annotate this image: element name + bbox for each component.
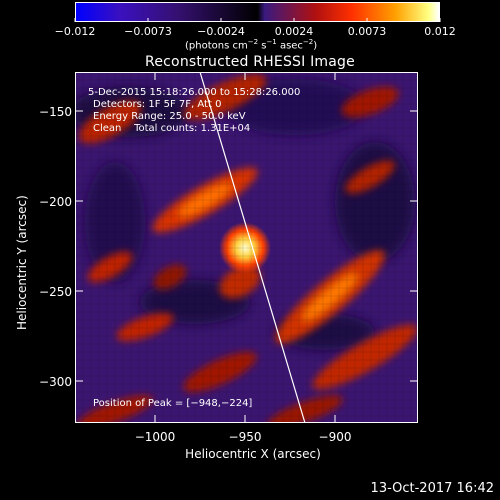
colorbar-tick-label: 0.0024 (274, 25, 314, 38)
colorbar-tick-label: 0.0073 (347, 25, 387, 38)
rhessi-image (75, 72, 418, 423)
info-detectors: Detectors: 1F 5F 7F, Att 0 (93, 99, 222, 110)
colorbar-tick-label: −0.0073 (124, 25, 172, 38)
colorbar-tick-label: −0.0024 (197, 25, 245, 38)
colorbar (75, 2, 440, 22)
colorbar-tick-label: −0.012 (54, 25, 96, 38)
y-axis-title: Heliocentric Y (arcsec) (15, 195, 29, 330)
colorbar-tick-labels: −0.012 −0.0073 −0.0024 0.0024 0.0073 0.0… (0, 25, 500, 39)
info-peak-position: Position of Peak = [−948,−224] (93, 398, 253, 409)
colorbar-units: (photons cm−2 s−1 asec−2) (185, 38, 318, 52)
plot-title: Reconstructed RHESSI Image (145, 54, 355, 70)
info-energy-range: Energy Range: 25.0 - 50.0 keV (93, 111, 246, 122)
y-tick-label: −250 (39, 285, 72, 299)
info-method: Clean Total counts: 1.31E+04 (93, 123, 251, 134)
info-time-range: 5-Dec-2015 15:18:26.000 to 15:28:26.000 (88, 87, 301, 98)
y-tick-label: −300 (39, 375, 72, 389)
y-tick-label: −200 (39, 195, 72, 209)
x-axis-title: Heliocentric X (arcsec) (185, 447, 321, 461)
footer-timestamp: 13-Oct-2017 16:42 (370, 481, 494, 496)
y-tick-labels: −150 −200 −250 −300 (0, 0, 72, 500)
x-tick-label: −1000 (134, 430, 176, 444)
colorbar-ticks (74, 18, 441, 22)
solar-limb-line (199, 72, 306, 423)
y-tick-label: −150 (39, 105, 72, 119)
x-tick-label: −950 (228, 430, 262, 444)
colorbar-tick-label: 0.012 (424, 25, 456, 38)
x-tick-label: −900 (318, 430, 352, 444)
